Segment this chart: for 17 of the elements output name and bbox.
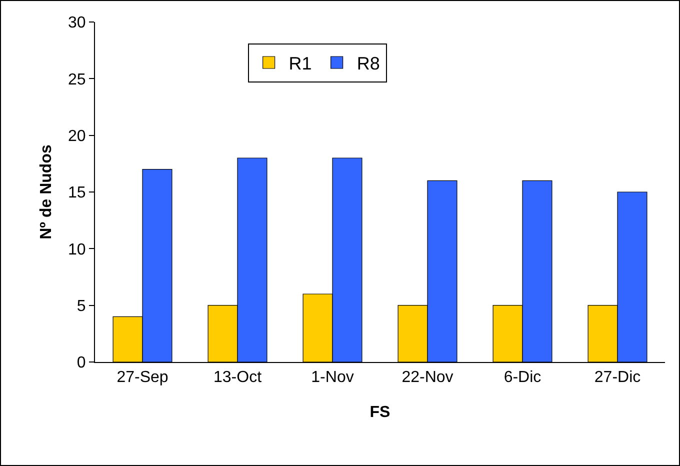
y-tick-label: 25 — [68, 71, 86, 88]
y-tick-label: 5 — [76, 298, 86, 315]
x-axis-title: FS — [370, 404, 391, 421]
y-tick-label: 10 — [68, 241, 86, 258]
y-tick-label: 15 — [68, 184, 86, 202]
x-tick-label: 27-Dic — [594, 369, 641, 386]
x-tick-label: 1-Nov — [311, 369, 354, 386]
y-tick-label: 0 — [76, 354, 86, 372]
y-axis-title: Nº de Nudos — [38, 144, 55, 240]
x-tick-label: 22-Nov — [402, 369, 454, 386]
legend-label: R8 — [356, 54, 380, 74]
y-tick-label: 30 — [68, 14, 86, 32]
legend-label: R1 — [288, 54, 312, 74]
x-tick-label: 13-Oct — [213, 369, 262, 386]
x-tick-label: 27-Sep — [116, 369, 168, 386]
x-tick-label: 6-Dic — [504, 369, 542, 386]
y-tick-label: 20 — [68, 128, 86, 145]
